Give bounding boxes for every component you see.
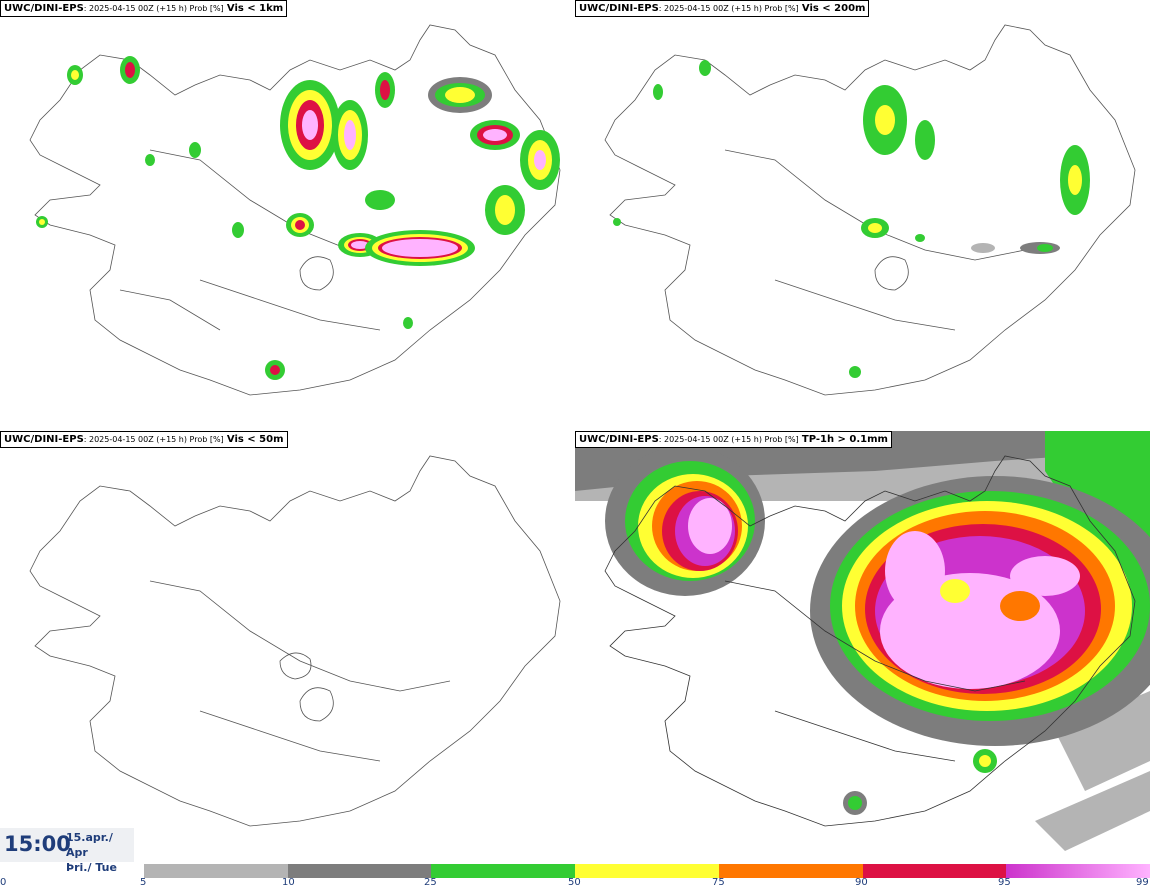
iceland-map-precip — [575, 431, 1150, 851]
map-panel-vis-1km: UWC/DINI-EPS: 2025-04-15 00Z (+15 h) Pro… — [0, 0, 575, 430]
valid-time-box: 15:00 15.apr./ Apr Þri./ Tue — [0, 828, 134, 874]
colorbar-tick-label: 25 — [424, 877, 437, 888]
colorbar-tick-label: 50 — [568, 877, 581, 888]
map-panel-vis-50m: UWC/DINI-EPS: 2025-04-15 00Z (+15 h) Pro… — [0, 431, 575, 861]
map-panel-precip: UWC/DINI-EPS: 2025-04-15 00Z (+15 h) Pro… — [575, 431, 1150, 861]
colorbar-segment — [287, 864, 432, 878]
valid-date: 15.apr./ Apr Þri./ Tue — [66, 831, 117, 874]
iceland-map-vis-200m — [604, 24, 1136, 396]
colorbar-tick-label: 75 — [712, 877, 725, 888]
colorbar-tick-label: 95 — [998, 877, 1011, 888]
colorbar-segment — [1006, 864, 1150, 878]
colorbar-segment — [144, 864, 288, 878]
iceland-map-vis-1km — [29, 24, 561, 396]
colorbar-segment — [431, 864, 576, 878]
iceland-map-vis-50m — [29, 455, 561, 827]
colorbar — [144, 864, 1150, 878]
colorbar-segment — [718, 864, 863, 878]
colorbar-tick-label: 10 — [282, 877, 295, 888]
panel-title: UWC/DINI-EPS: 2025-04-15 00Z (+15 h) Pro… — [0, 431, 288, 448]
colorbar-segment — [862, 864, 1007, 878]
panel-title: UWC/DINI-EPS: 2025-04-15 00Z (+15 h) Pro… — [575, 0, 870, 17]
colorbar-tick-label: 90 — [855, 877, 868, 888]
colorbar-tick-label: 5 — [140, 877, 147, 888]
colorbar-tick-label: 0 — [0, 877, 7, 888]
panel-title: UWC/DINI-EPS: 2025-04-15 00Z (+15 h) Pro… — [0, 0, 288, 17]
colorbar-tick-label: 99 — [1136, 877, 1149, 888]
colorbar-segment — [575, 864, 720, 878]
map-panel-vis-200m: UWC/DINI-EPS: 2025-04-15 00Z (+15 h) Pro… — [575, 0, 1150, 430]
valid-time: 15:00 — [4, 832, 71, 856]
panel-title: UWC/DINI-EPS: 2025-04-15 00Z (+15 h) Pro… — [575, 431, 892, 448]
